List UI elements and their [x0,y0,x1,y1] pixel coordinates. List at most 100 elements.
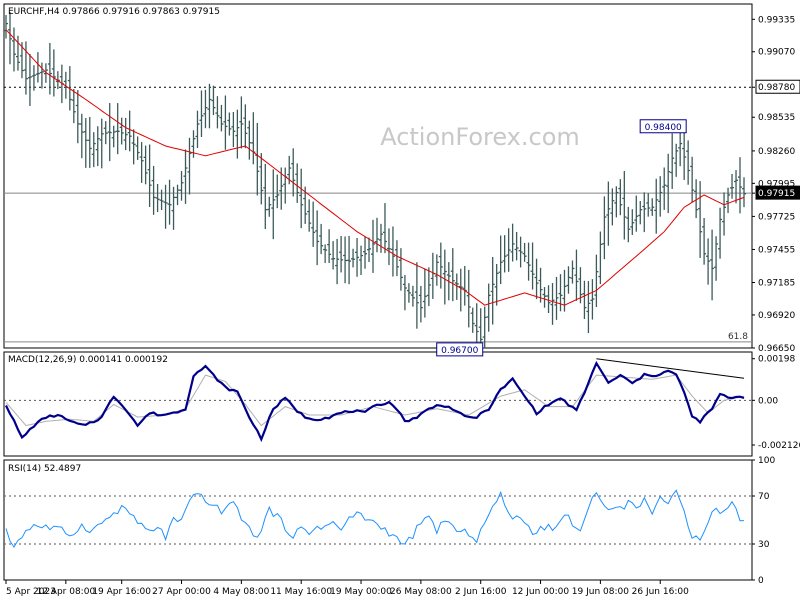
rsi-panel-frame [3,459,753,581]
rsi-y-label: 100 [758,456,775,466]
price-y-label: 0.99070 [758,48,795,58]
price-y-label-box [755,185,800,200]
rsi-line [5,489,745,549]
candle [39,62,44,89]
candle [742,177,746,208]
candle [127,110,132,152]
candle [730,173,735,199]
candle [554,276,559,320]
candle [171,186,176,230]
candle [438,242,443,289]
candle [4,15,8,39]
candle [458,268,463,312]
candle [103,121,108,145]
price-y-label: 0.97995 [758,179,795,189]
candle [243,104,248,149]
candle [630,209,635,235]
candle [706,238,711,285]
candle [718,207,723,259]
candle [666,153,671,214]
price-y-label: 0.99335 [758,15,795,25]
candle [267,196,272,217]
x-axis-label: 2 Jun 16:00 [455,587,507,597]
candle [27,53,32,107]
candle [486,283,491,332]
candle [279,167,284,210]
candle [646,193,651,217]
candle [199,90,204,138]
candle [115,103,120,155]
x-axis-label: 27 Apr 00:00 [152,587,211,597]
candle [147,144,152,208]
x-axis-label: 12 Jun 00:00 [512,587,569,597]
watermark-text: ActionForex.com [380,123,580,151]
x-axis-label: 26 May 08:00 [390,587,452,597]
candle [546,285,551,314]
candle [414,262,419,329]
price-y-label-box [755,79,800,94]
candle [374,217,379,253]
candle [283,167,288,204]
candle [702,218,707,265]
candle [167,179,172,225]
candle [526,242,531,281]
candle [99,118,104,169]
candle [542,287,547,308]
candle [315,210,320,266]
candle [51,49,56,97]
candle [303,186,308,224]
fib-61-8-label: 61.8 [728,332,748,342]
price-y-label: 0.97725 [758,212,795,222]
price-annotations: 0.98400 0.96700 [436,119,687,357]
price-annotation-label: 0.98400 [645,123,682,133]
candle [426,267,431,307]
candle [406,283,411,303]
rsi-y-axis: 100 70 30 0 [752,456,775,586]
candle [23,41,28,95]
price-annotation-box [639,119,687,134]
macd-panel-frame [3,351,753,457]
candle [219,104,224,132]
price-y-label: 0.98260 [758,147,795,157]
candle [135,136,140,160]
rsi-y-label: 0 [758,576,764,586]
candle [498,235,503,285]
candle [474,303,479,350]
candle [382,203,387,254]
candle [83,118,88,168]
candle [259,153,264,205]
candle [738,157,743,214]
x-axis-label: 11 May 16:00 [270,587,332,597]
candle [510,223,515,262]
candle [319,223,324,255]
candle [223,95,228,150]
candle [726,187,731,214]
candle [359,245,364,276]
candle [566,266,571,294]
candle [123,117,128,151]
candle [15,35,20,71]
candle [606,181,611,246]
candle [11,27,16,72]
candle [538,267,543,303]
candle [670,133,675,189]
candle [378,223,383,253]
candle [263,163,268,230]
candle [251,112,256,165]
candle [590,279,595,320]
price-y-label: 0.97915 [758,189,795,199]
x-axis-label: 4 May 08:00 [213,587,269,597]
candle [183,149,188,204]
macd-label: MACD(12,26,9) 0.000141 0.000192 [8,355,168,365]
candle [187,137,192,195]
price-annotation-label: 0.96700 [441,346,478,356]
candle [107,103,112,162]
macd-y-label: 0.00 [758,396,778,406]
price-panel-frame [3,3,753,349]
candle [658,176,663,217]
candle [450,248,455,302]
price-candles [4,12,746,355]
